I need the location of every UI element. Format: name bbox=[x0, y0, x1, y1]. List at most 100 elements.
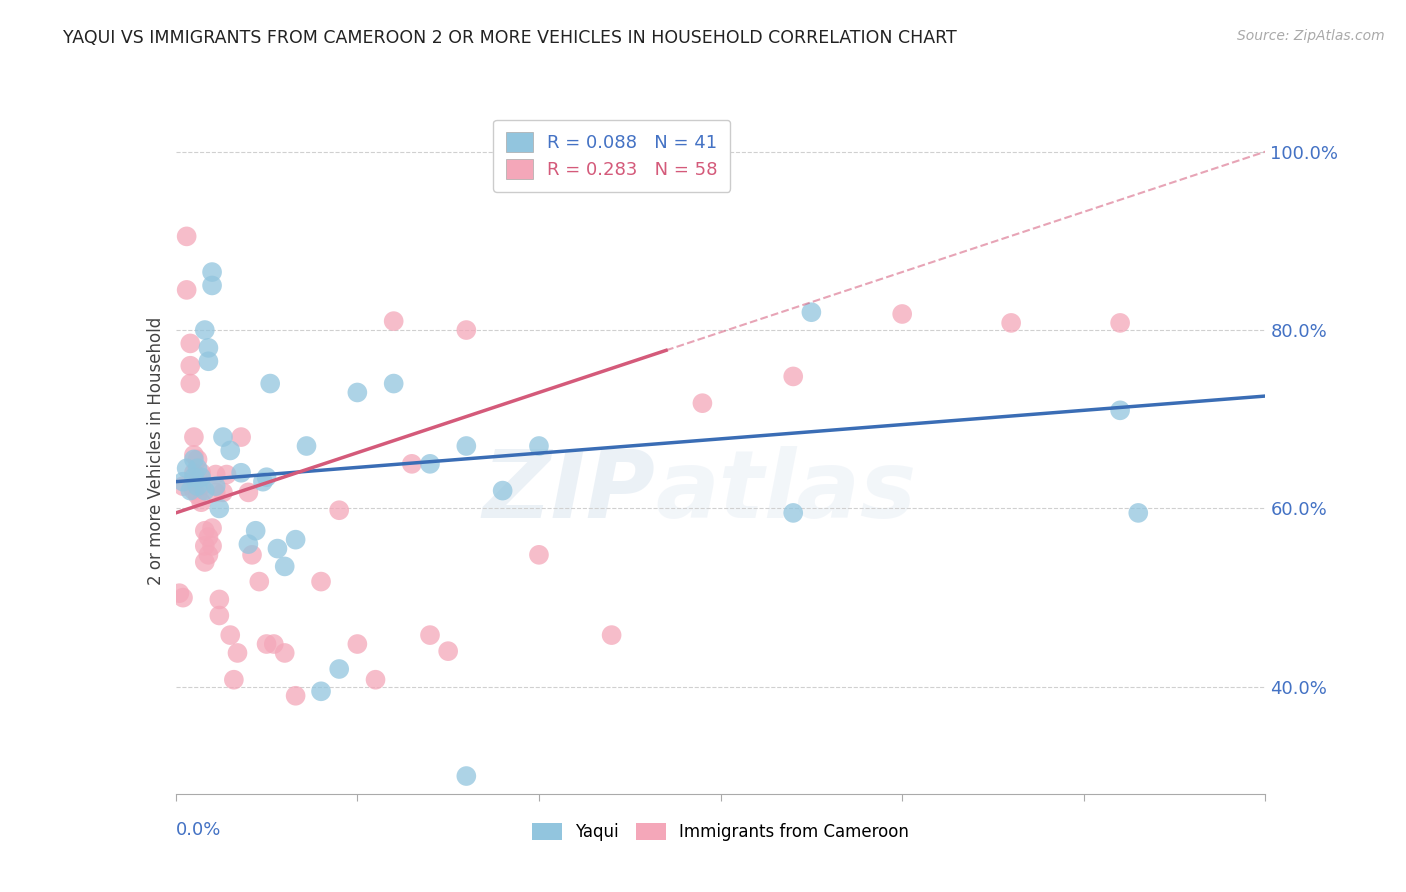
Point bbox=[309, 574, 332, 589]
Point bbox=[201, 265, 224, 279]
Point bbox=[238, 485, 260, 500]
Point bbox=[245, 524, 267, 538]
Point bbox=[183, 430, 205, 444]
Text: Source: ZipAtlas.com: Source: ZipAtlas.com bbox=[1237, 29, 1385, 43]
Point bbox=[197, 548, 219, 562]
Point bbox=[190, 495, 212, 509]
Point bbox=[238, 537, 260, 551]
Point bbox=[215, 467, 238, 482]
Point bbox=[346, 385, 368, 400]
Point bbox=[176, 461, 198, 475]
Point bbox=[800, 305, 823, 319]
Point bbox=[176, 283, 198, 297]
Point bbox=[1000, 316, 1022, 330]
Point bbox=[1128, 506, 1150, 520]
Point bbox=[186, 452, 209, 467]
Point bbox=[600, 628, 623, 642]
Point bbox=[247, 574, 270, 589]
Point bbox=[194, 524, 217, 538]
Point bbox=[256, 637, 278, 651]
Point bbox=[456, 769, 478, 783]
Point bbox=[179, 483, 201, 498]
Point bbox=[231, 466, 253, 480]
Point bbox=[328, 503, 350, 517]
Point bbox=[183, 448, 205, 462]
Point bbox=[183, 470, 205, 484]
Point bbox=[190, 466, 212, 480]
Point bbox=[208, 501, 231, 516]
Point bbox=[382, 314, 405, 328]
Point bbox=[179, 336, 201, 351]
Point bbox=[208, 592, 231, 607]
Point bbox=[231, 430, 253, 444]
Point bbox=[222, 673, 245, 687]
Point bbox=[172, 479, 194, 493]
Text: ZIP: ZIP bbox=[482, 446, 655, 538]
Point bbox=[226, 646, 249, 660]
Point bbox=[274, 559, 297, 574]
Point bbox=[401, 457, 423, 471]
Point bbox=[194, 539, 217, 553]
Point bbox=[204, 467, 226, 482]
Point bbox=[240, 548, 263, 562]
Text: YAQUI VS IMMIGRANTS FROM CAMEROON 2 OR MORE VEHICLES IN HOUSEHOLD CORRELATION CH: YAQUI VS IMMIGRANTS FROM CAMEROON 2 OR M… bbox=[63, 29, 957, 46]
Text: 0.0%: 0.0% bbox=[176, 822, 221, 839]
Point bbox=[204, 485, 226, 500]
Point bbox=[172, 475, 194, 489]
Point bbox=[212, 430, 235, 444]
Point bbox=[186, 488, 209, 502]
Point bbox=[782, 506, 804, 520]
Point bbox=[197, 354, 219, 368]
Point bbox=[263, 637, 285, 651]
Point bbox=[346, 637, 368, 651]
Point bbox=[176, 229, 198, 244]
Point bbox=[891, 307, 914, 321]
Point bbox=[208, 608, 231, 623]
Point bbox=[197, 530, 219, 544]
Point bbox=[364, 673, 387, 687]
Point bbox=[194, 483, 217, 498]
Point bbox=[186, 479, 209, 493]
Point bbox=[419, 628, 441, 642]
Point bbox=[437, 644, 460, 658]
Point bbox=[284, 533, 307, 547]
Point bbox=[527, 439, 550, 453]
Point bbox=[259, 376, 281, 391]
Point bbox=[419, 457, 441, 471]
Point bbox=[190, 470, 212, 484]
Point bbox=[179, 359, 201, 373]
Point bbox=[201, 278, 224, 293]
Point bbox=[219, 628, 242, 642]
Point bbox=[204, 479, 226, 493]
Y-axis label: 2 or more Vehicles in Household: 2 or more Vehicles in Household bbox=[146, 317, 165, 584]
Point bbox=[197, 341, 219, 355]
Legend: Yaqui, Immigrants from Cameroon: Yaqui, Immigrants from Cameroon bbox=[526, 816, 915, 847]
Point bbox=[194, 555, 217, 569]
Point bbox=[252, 475, 274, 489]
Point bbox=[183, 452, 205, 467]
Point bbox=[186, 461, 209, 475]
Point bbox=[456, 323, 478, 337]
Point bbox=[256, 470, 278, 484]
Point bbox=[190, 479, 212, 493]
Text: atlas: atlas bbox=[655, 446, 917, 538]
Point bbox=[328, 662, 350, 676]
Point bbox=[295, 439, 318, 453]
Point bbox=[201, 521, 224, 535]
Point bbox=[183, 483, 205, 498]
Point bbox=[183, 466, 205, 480]
Point bbox=[1109, 403, 1132, 417]
Point bbox=[492, 483, 515, 498]
Point bbox=[284, 689, 307, 703]
Point bbox=[219, 443, 242, 458]
Point bbox=[782, 369, 804, 384]
Point bbox=[382, 376, 405, 391]
Point bbox=[169, 586, 191, 600]
Point bbox=[212, 485, 235, 500]
Point bbox=[692, 396, 714, 410]
Point bbox=[194, 323, 217, 337]
Point bbox=[172, 591, 194, 605]
Point bbox=[527, 548, 550, 562]
Point bbox=[201, 539, 224, 553]
Point bbox=[186, 470, 209, 484]
